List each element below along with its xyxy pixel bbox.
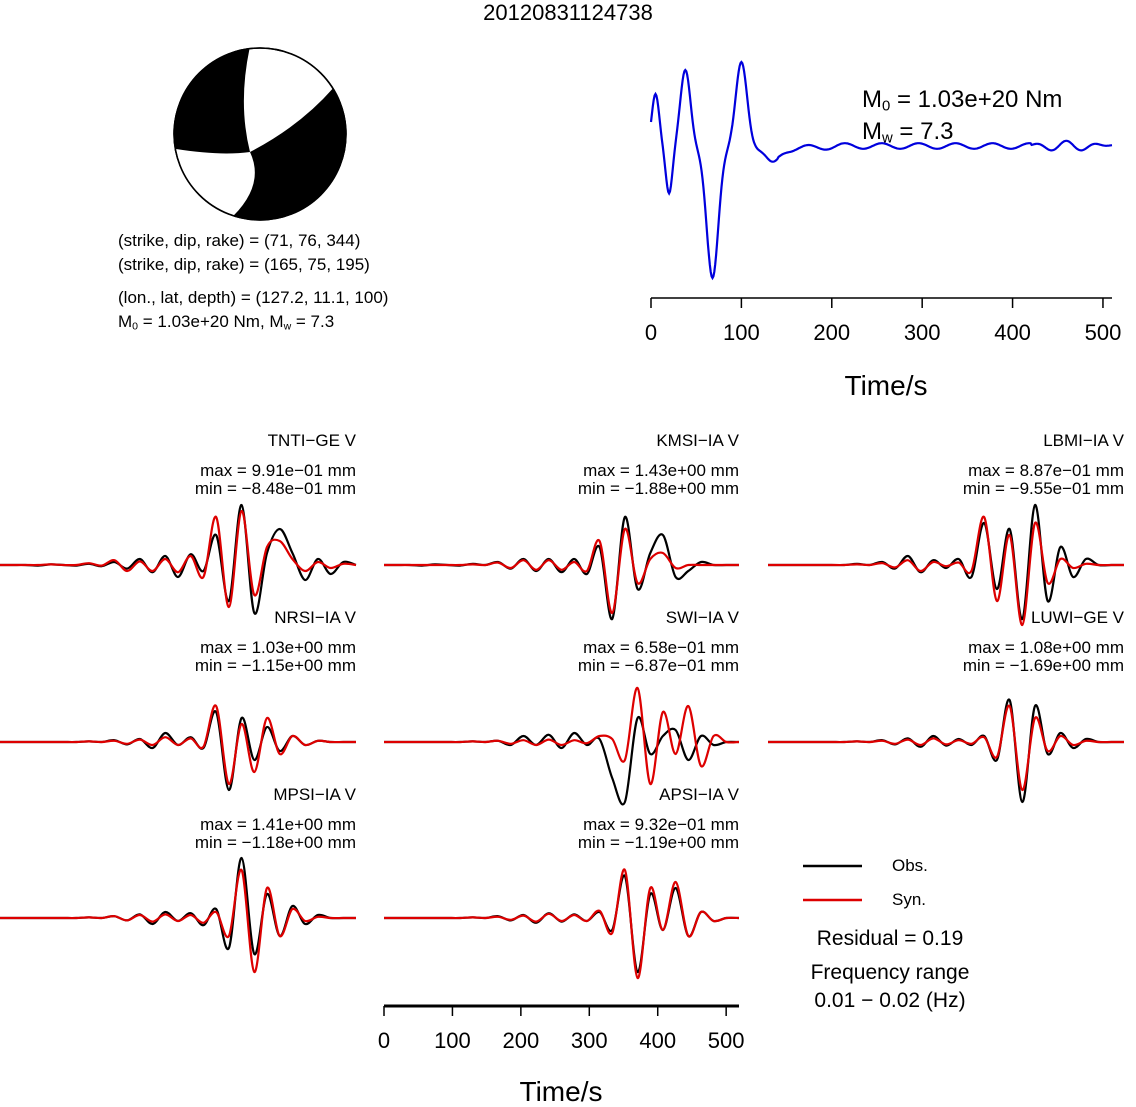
beachball-compressional-quadrant bbox=[233, 88, 346, 220]
frequency-range-value: 0.01 − 0.02 (Hz) bbox=[814, 989, 966, 1012]
synthetic-waveform bbox=[767, 704, 1124, 792]
observed-waveform bbox=[0, 503, 357, 615]
station-label: NRSI−IA V bbox=[274, 608, 356, 627]
nodal-plane-2: (strike, dip, rake) = (165, 75, 195) bbox=[118, 255, 370, 274]
trace-max-amplitude: max = 6.58e−01 mm bbox=[583, 638, 739, 657]
trace-min-amplitude: min = −1.18e+00 mm bbox=[194, 833, 356, 852]
time-x-tick-label: 200 bbox=[502, 1028, 540, 1053]
stf-x-tick-label: 500 bbox=[1084, 320, 1122, 345]
stf-x-tick-label: 100 bbox=[723, 320, 760, 345]
synthetic-waveform bbox=[384, 868, 740, 980]
trace-min-amplitude: min = −1.88e+00 mm bbox=[577, 479, 739, 498]
legend-label: Syn. bbox=[892, 890, 927, 909]
beachball-border bbox=[173, 47, 347, 221]
station-label: LBMI−IA V bbox=[1043, 431, 1124, 450]
station-label: LUWI−GE V bbox=[1030, 608, 1124, 627]
stf-x-tick-label: 300 bbox=[903, 320, 941, 345]
station-label: APSI−IA V bbox=[659, 785, 739, 804]
stf-x-tick-label: 200 bbox=[813, 320, 851, 345]
synthetic-waveform bbox=[0, 509, 357, 609]
trace-max-amplitude: max = 8.87e−01 mm bbox=[968, 461, 1124, 480]
stf-magnitude-label: Mw = 7.3 bbox=[862, 118, 954, 147]
trace-min-amplitude: min = −1.19e+00 mm bbox=[577, 833, 739, 852]
trace-min-amplitude: min = −1.15e+00 mm bbox=[194, 656, 356, 675]
time-x-axis-label: Time/s bbox=[519, 1076, 603, 1107]
hypocenter-location: (lon., lat, depth) = (127.2, 11.1, 100) bbox=[118, 288, 389, 307]
observed-waveform bbox=[767, 503, 1124, 621]
trace-max-amplitude: max = 9.32e−01 mm bbox=[583, 815, 739, 834]
station-label: KMSI−IA V bbox=[656, 431, 739, 450]
trace-max-amplitude: max = 1.43e+00 mm bbox=[583, 461, 739, 480]
trace-min-amplitude: min = −8.48e−01 mm bbox=[194, 479, 356, 498]
trace-max-amplitude: max = 1.08e+00 mm bbox=[968, 638, 1124, 657]
stf-x-axis-label: Time/s bbox=[844, 370, 928, 401]
synthetic-waveform bbox=[0, 704, 356, 786]
stf-moment-label: M0 = 1.03e+20 Nm bbox=[862, 86, 1063, 115]
trace-min-amplitude: min = −1.69e+00 mm bbox=[962, 656, 1124, 675]
nodal-plane-1: (strike, dip, rake) = (71, 76, 344) bbox=[118, 231, 361, 250]
frequency-range-label: Frequency range bbox=[810, 961, 970, 984]
station-label: SWI−IA V bbox=[665, 608, 739, 627]
moment-magnitude-summary: M0 = 1.03e+20 Nm, Mw = 7.3 bbox=[118, 312, 335, 333]
synthetic-waveform bbox=[383, 527, 739, 615]
time-x-tick-label: 300 bbox=[570, 1028, 608, 1053]
trace-min-amplitude: min = −6.87e−01 mm bbox=[577, 656, 739, 675]
time-x-tick-label: 400 bbox=[639, 1028, 677, 1053]
residual-label: Residual = 0.19 bbox=[816, 927, 964, 950]
station-label: MPSI−IA V bbox=[273, 785, 356, 804]
time-x-tick-label: 500 bbox=[707, 1028, 745, 1053]
stf-x-tick-label: 400 bbox=[994, 320, 1031, 345]
synthetic-waveform bbox=[383, 686, 740, 786]
beachball-compressional-quadrant bbox=[174, 48, 250, 154]
observed-waveform bbox=[383, 515, 739, 621]
trace-max-amplitude: max = 9.91e−01 mm bbox=[200, 461, 356, 480]
event-title: 20120831124738 bbox=[483, 0, 653, 25]
synthetic-waveform bbox=[0, 868, 356, 974]
observed-waveform bbox=[0, 710, 356, 792]
trace-min-amplitude: min = −9.55e−01 mm bbox=[962, 479, 1124, 498]
stf-x-tick-label: 0 bbox=[644, 320, 658, 345]
observed-waveform bbox=[0, 856, 356, 956]
stf-curve bbox=[649, 60, 1113, 281]
station-label: TNTI−GE V bbox=[267, 431, 356, 450]
synthetic-waveform bbox=[767, 515, 1124, 627]
time-x-tick-label: 0 bbox=[377, 1028, 391, 1053]
trace-max-amplitude: max = 1.41e+00 mm bbox=[200, 815, 356, 834]
trace-max-amplitude: max = 1.03e+00 mm bbox=[200, 638, 356, 657]
legend-label: Obs. bbox=[892, 856, 928, 875]
time-x-tick-label: 100 bbox=[434, 1028, 471, 1053]
observed-waveform bbox=[767, 698, 1124, 804]
